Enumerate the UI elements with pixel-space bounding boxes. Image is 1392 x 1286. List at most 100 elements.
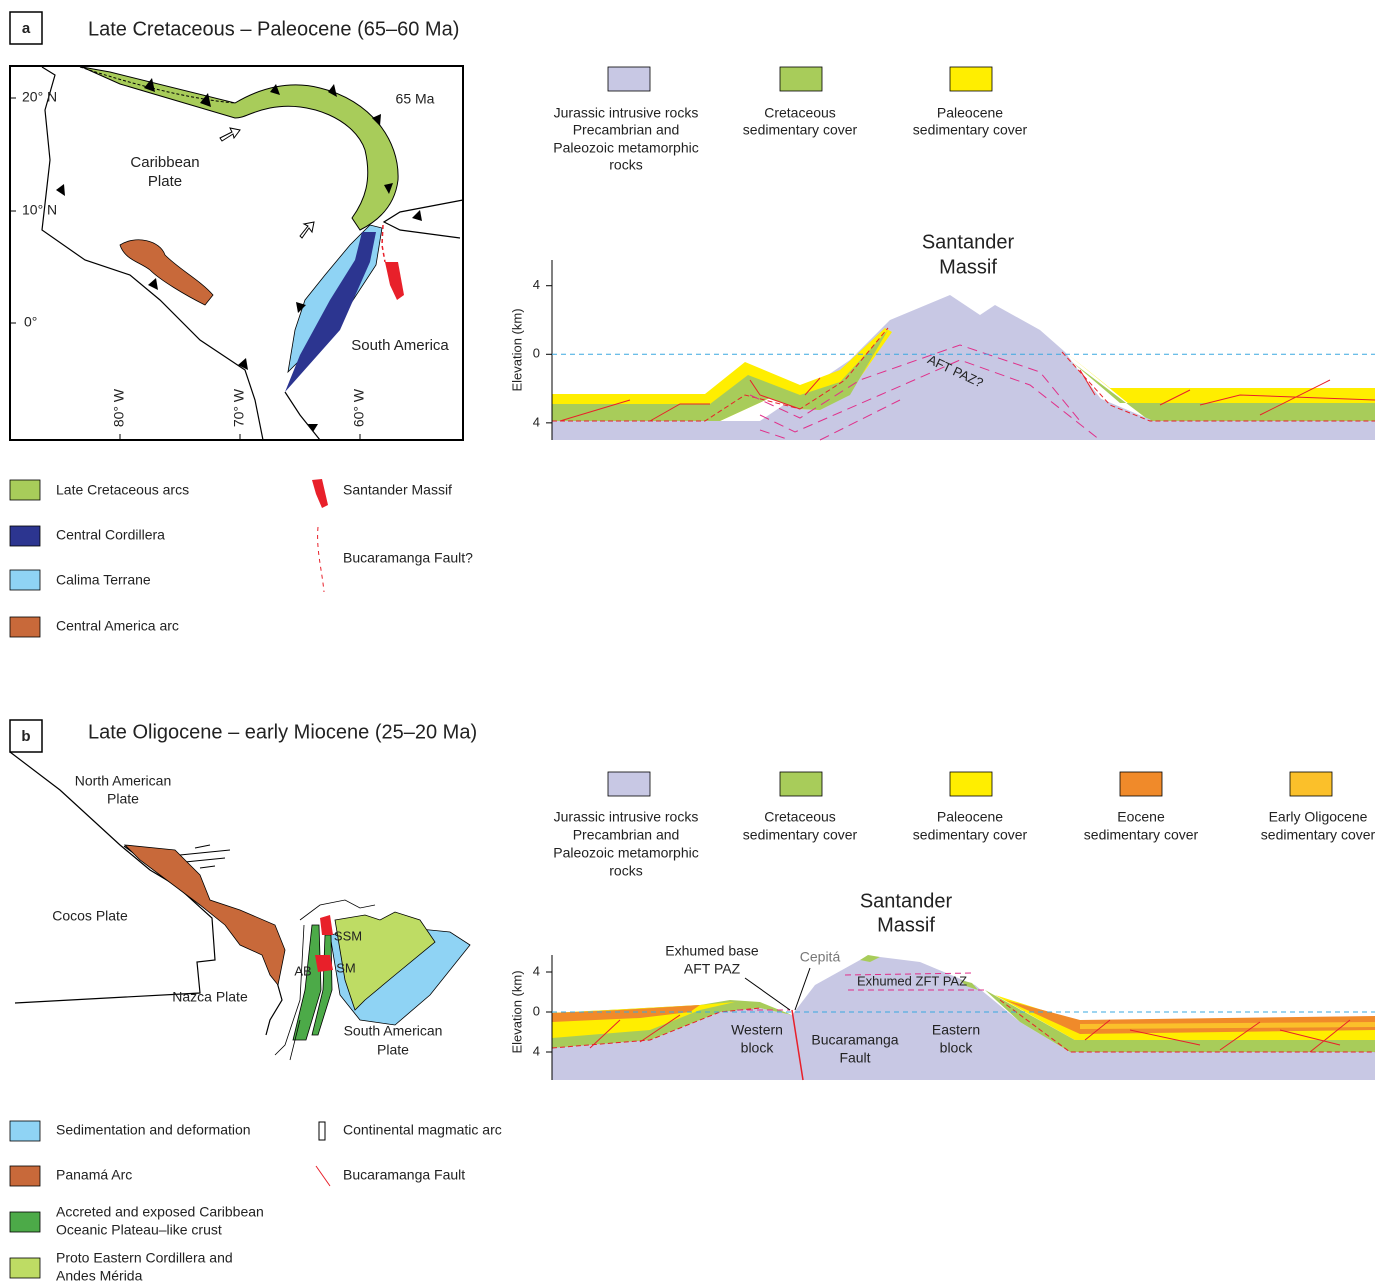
panel-label: b [21, 728, 30, 745]
legend-swatch [10, 1166, 40, 1186]
legend-label: Paleozoic metamorphic [553, 140, 699, 156]
legend-label: Cretaceous [764, 105, 836, 121]
legend-swatch [1120, 772, 1162, 796]
map-frame [10, 66, 463, 440]
annotation: Eastern [932, 1022, 980, 1038]
legend-label: Paleocene [937, 809, 1003, 825]
legend-label: Accreted and exposed Caribbean [56, 1204, 264, 1220]
legend-label: Bucaramanga Fault [343, 1167, 465, 1183]
legend-swatch [316, 1166, 330, 1186]
latitude-label: 20° N [22, 89, 57, 105]
legend-label: sedimentary cover [1261, 827, 1376, 843]
y-tick-label: 4 [533, 414, 540, 429]
legend-label: Bucaramanga Fault? [343, 550, 473, 566]
legend-label: Precambrian and [573, 122, 680, 138]
legend-label: Santander Massif [343, 482, 452, 498]
y-tick-label: 0 [533, 1003, 540, 1018]
legend-swatch [318, 527, 324, 592]
legend-label: Paleocene [937, 105, 1003, 121]
legend-label: Precambrian and [573, 827, 680, 843]
legend-swatch [780, 67, 822, 91]
legend-label: Central America arc [56, 618, 179, 634]
latitude-label: 0° [24, 314, 37, 330]
legend-swatch [10, 617, 40, 637]
plate-label: Cocos Plate [52, 908, 128, 924]
legend-label: rocks [609, 863, 642, 879]
panama-arc [125, 845, 285, 985]
longitude-label: 70° W [231, 388, 247, 427]
legend-swatch [1290, 772, 1332, 796]
y-tick-label: 4 [533, 277, 540, 292]
y-axis-label: Elevation (km) [509, 308, 524, 391]
panel-title: Late Cretaceous – Paleocene (65–60 Ma) [88, 18, 459, 40]
map-a: 20° N 10° N 0° 80° W 70° W 60° W 65 Ma C… [10, 66, 463, 440]
panel-label: a [22, 20, 31, 37]
panel-title: Late Oligocene – early Miocene (25–20 Ma… [88, 721, 477, 743]
map-b: North American Plate Cocos Plate Nazca P… [10, 752, 470, 1060]
plate-label: South American [344, 1023, 443, 1039]
figure: a Late Cretaceous – Paleocene (65–60 Ma)… [0, 0, 1392, 1286]
legend-swatch [312, 479, 328, 508]
section-legend-b: Jurassic intrusive rocks Precambrian and… [553, 772, 1375, 879]
legend-label: Andes Mérida [56, 1268, 143, 1284]
cross-section-b: Santander Massif Exhumed base AFT PAZ Ce… [509, 890, 1375, 1080]
legend-swatch [10, 1258, 40, 1278]
legend-label: Jurassic intrusive rocks [554, 105, 699, 121]
map-label: AB [294, 963, 311, 978]
legend-swatch [10, 480, 40, 500]
legend-swatch [608, 772, 650, 796]
plate-label: Plate [107, 791, 139, 807]
latitude-label: 10° N [22, 202, 57, 218]
legend-label: rocks [609, 157, 642, 173]
plate-label: Nazca Plate [172, 989, 248, 1005]
annotation: block [741, 1040, 775, 1056]
legend-label: Eocene [1117, 809, 1165, 825]
basement [552, 421, 1375, 440]
legend-label: Cretaceous [764, 809, 836, 825]
legend-label: sedimentary cover [743, 122, 858, 138]
legend-label: Jurassic intrusive rocks [554, 809, 699, 825]
map-label: SM [336, 960, 356, 975]
legend-label: Paleozoic metamorphic [553, 845, 699, 861]
section-title: Massif [877, 914, 935, 936]
annotation: block [940, 1040, 974, 1056]
y-tick-label: 4 [533, 963, 540, 978]
legend-label: Early Oligocene [1269, 809, 1368, 825]
annotation: Exhumed base [665, 943, 759, 959]
section-legend-a: Jurassic intrusive rocks Precambrian and… [553, 67, 1027, 173]
legend-label: Oceanic Plateau–like crust [56, 1222, 222, 1238]
section-title: Santander [922, 231, 1015, 253]
legend-label: Late Cretaceous arcs [56, 482, 189, 498]
legend-label: sedimentary cover [913, 122, 1028, 138]
legend-swatch [608, 67, 650, 91]
legend-label: Panamá Arc [56, 1167, 132, 1183]
legend-swatch [10, 1121, 40, 1141]
legend-swatch [319, 1122, 325, 1140]
legend-label: Calima Terrane [56, 572, 151, 588]
annotation: AFT PAZ [684, 961, 741, 977]
legend-label: sedimentary cover [1084, 827, 1199, 843]
legend-swatch [10, 1212, 40, 1232]
legend-label: sedimentary cover [743, 827, 858, 843]
plate-label: Caribbean [130, 154, 199, 171]
annotation: Western [731, 1022, 783, 1038]
longitude-label: 80° W [111, 388, 127, 427]
map-label: SSM [334, 928, 362, 943]
longitude-label: 60° W [351, 388, 367, 427]
annotation: Fault [839, 1050, 870, 1066]
age-label: 65 Ma [396, 91, 435, 107]
plate-label: Plate [377, 1042, 409, 1058]
y-tick-label: 0 [533, 346, 540, 361]
y-tick-label: 4 [533, 1043, 540, 1058]
y-axis-label: Elevation (km) [509, 970, 524, 1053]
legend-b: Sedimentation and deformation Panamá Arc… [10, 1121, 502, 1284]
cross-section-a: Santander Massif AFT PAZ? Elevation (km) [509, 231, 1375, 440]
section-title: Massif [939, 256, 997, 278]
legend-a: Late Cretaceous arcs Central Cordillera … [10, 479, 473, 637]
legend-swatch [10, 570, 40, 590]
section-title: Santander [860, 890, 953, 912]
plate-label: South America [351, 337, 449, 354]
legend-swatch [950, 772, 992, 796]
annotation: Cepitá [800, 949, 841, 965]
annotation: Bucaramanga [811, 1032, 898, 1048]
